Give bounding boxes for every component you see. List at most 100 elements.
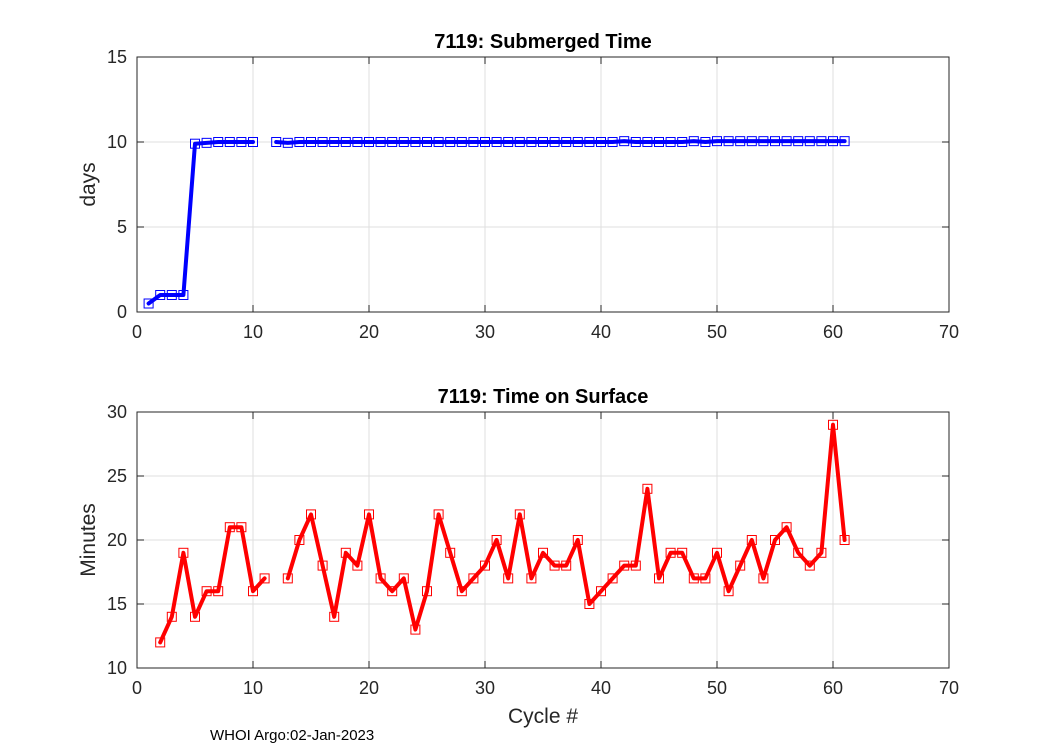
y-tick-label: 30 — [107, 402, 127, 422]
data-point-marker — [364, 509, 374, 520]
data-point-marker — [317, 560, 328, 571]
data-point-marker — [236, 137, 247, 147]
data-point-marker — [584, 599, 595, 609]
data-point-marker — [549, 137, 560, 147]
data-point-marker — [375, 137, 386, 147]
data-point-marker — [445, 137, 456, 147]
data-point-marker — [828, 419, 838, 430]
x-tick-label: 40 — [591, 678, 611, 698]
data-point-marker — [572, 535, 583, 545]
data-point-marker — [607, 137, 618, 147]
data-point-marker — [688, 136, 699, 147]
y-tick-label: 10 — [107, 658, 127, 678]
data-point-marker — [398, 137, 409, 147]
data-point-marker — [677, 137, 688, 147]
data-point-marker — [271, 137, 282, 147]
x-tick-label: 30 — [475, 678, 495, 698]
data-point-marker — [213, 586, 224, 597]
series-line — [285, 422, 847, 632]
data-point-marker — [248, 586, 258, 597]
data-point-marker — [306, 509, 316, 520]
data-point-marker — [398, 573, 409, 584]
data-point-marker — [572, 137, 583, 147]
x-tick-label: 30 — [475, 322, 495, 342]
data-point-marker — [480, 137, 490, 147]
data-point-marker — [770, 535, 780, 545]
data-point-marker — [665, 137, 676, 147]
data-point-marker — [340, 547, 351, 558]
data-point-marker — [619, 560, 630, 571]
data-point-marker — [503, 137, 514, 147]
data-point-marker — [804, 560, 815, 571]
data-point-marker — [259, 573, 270, 584]
data-point-marker — [491, 535, 502, 545]
x-tick-label: 20 — [359, 678, 379, 698]
y-axis-label: days — [77, 162, 100, 206]
data-point-marker — [526, 137, 537, 147]
chart-title: 7119: Submerged Time — [434, 31, 652, 53]
data-point-marker — [758, 136, 769, 147]
data-point-marker — [387, 137, 398, 147]
y-axis-label: Minutes — [77, 503, 100, 577]
data-point-marker — [746, 535, 757, 545]
data-point-marker — [654, 137, 664, 147]
y-tick-label: 10 — [107, 132, 127, 152]
data-point-marker — [630, 560, 641, 571]
y-tick-label: 0 — [117, 302, 127, 322]
data-point-marker — [642, 137, 653, 147]
x-tick-label: 0 — [132, 678, 142, 698]
chart-title: 7119: Time on Surface — [438, 386, 649, 408]
data-point-marker — [712, 547, 722, 558]
x-tick-label: 10 — [243, 678, 263, 698]
data-point-marker — [166, 290, 177, 300]
data-point-marker — [294, 535, 305, 545]
data-point-marker — [178, 290, 189, 300]
data-point-marker — [213, 137, 224, 147]
x-tick-label: 60 — [823, 322, 843, 342]
plot-area — [137, 57, 949, 312]
x-tick-label: 50 — [707, 678, 727, 698]
data-point-marker — [294, 137, 305, 147]
data-point-marker — [480, 560, 490, 571]
data-point-marker — [329, 137, 340, 147]
data-point-marker — [410, 624, 421, 635]
data-point-marker — [828, 136, 838, 147]
data-point-marker — [642, 483, 653, 494]
data-point-marker — [723, 586, 734, 597]
data-point-marker — [816, 547, 827, 558]
data-point-marker — [317, 137, 328, 147]
data-point-marker — [433, 509, 444, 520]
data-point-marker — [712, 136, 722, 147]
data-point-marker — [282, 137, 293, 148]
data-point-marker — [688, 573, 699, 584]
x-tick-label: 40 — [591, 322, 611, 342]
data-point-marker — [793, 136, 804, 147]
submerged-time-chart: 0 10 20 30 40 50 60 70 0 5 10 15 7119: Submerged Tim… — [77, 31, 959, 342]
data-point-marker — [364, 137, 374, 147]
data-point-marker — [468, 137, 479, 147]
data-point-marker — [329, 611, 340, 622]
data-point-marker — [677, 547, 688, 558]
y-tick-label: 15 — [107, 594, 127, 614]
data-point-marker — [746, 136, 757, 147]
axes-box — [136, 56, 950, 313]
data-point-marker — [352, 137, 363, 147]
data-point-marker — [549, 560, 560, 571]
data-point-marker — [422, 137, 432, 147]
data-point-marker — [700, 137, 711, 147]
data-point-marker — [387, 586, 398, 597]
data-point-marker — [201, 586, 212, 597]
footer-credit: WHOI Argo:02-Jan-2023 — [210, 727, 375, 744]
data-point-marker — [735, 560, 746, 571]
data-point-marker — [723, 136, 734, 147]
data-point-marker — [793, 547, 804, 558]
data-point-marker — [630, 137, 641, 147]
data-point-marker — [224, 522, 235, 533]
data-point-marker — [561, 560, 572, 571]
x-tick-label: 70 — [939, 322, 959, 342]
data-point-marker — [306, 137, 316, 147]
x-tick-label: 50 — [707, 322, 727, 342]
data-point-marker — [561, 137, 572, 147]
x-axis-label: Cycle # — [508, 705, 578, 728]
data-point-marker — [224, 137, 235, 147]
